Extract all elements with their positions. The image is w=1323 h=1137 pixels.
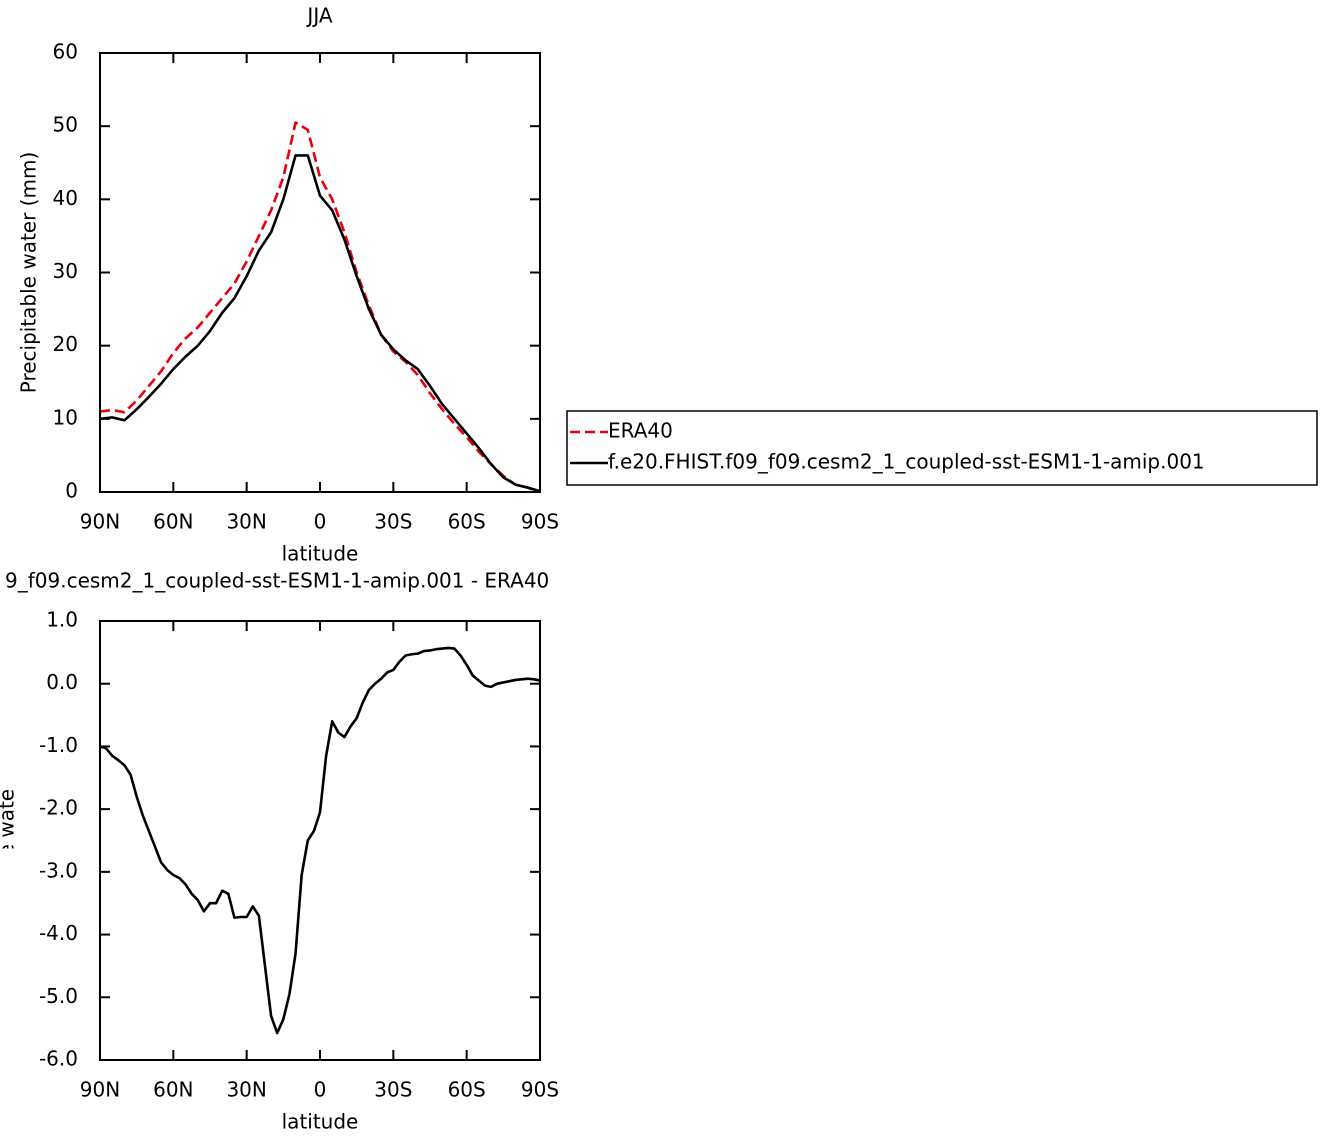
y-tick-label: 0 — [65, 479, 78, 503]
x-tick-label: 90N — [80, 510, 120, 534]
x-tick-label: 60N — [153, 1078, 193, 1102]
y-tick-label: -5.0 — [39, 984, 78, 1008]
y-tick-label: 60 — [53, 40, 78, 64]
chart-title: JJA — [305, 4, 332, 28]
x-tick-label: 90S — [521, 1078, 559, 1102]
plot-frame — [99, 52, 541, 493]
legend-label: ERA40 — [608, 419, 673, 443]
y-tick-label: -2.0 — [39, 796, 78, 820]
x-tick-label: 30S — [374, 1078, 412, 1102]
y-tick-label: 30 — [53, 259, 78, 283]
x-tick-label: 0 — [314, 510, 327, 534]
y-axis-label: Precipitable water (mm) — [0, 720, 19, 962]
x-tick-label: 90S — [521, 510, 559, 534]
legend-box — [566, 410, 1318, 486]
x-tick-label: 30S — [374, 510, 412, 534]
y-tick-label: -3.0 — [39, 858, 78, 882]
legend-label: f.e20.FHIST.f09_f09.cesm2_1_coupled-sst-… — [608, 450, 1205, 474]
y-tick-label: -1.0 — [39, 733, 78, 757]
data-line — [99, 121, 541, 494]
x-tick-label: 30N — [226, 1078, 266, 1102]
plot-frame — [99, 620, 541, 1061]
x-axis-label: latitude — [282, 542, 359, 566]
y-tick-label: 1.0 — [46, 608, 78, 632]
data-line — [99, 154, 541, 493]
x-tick-label: 60S — [448, 1078, 486, 1102]
chart-title: 9_f09.cesm2_1_coupled-sst-ESM1-1-amip.00… — [5, 569, 549, 593]
x-tick-label: 30N — [226, 510, 266, 534]
x-tick-label: 0 — [314, 1078, 327, 1102]
y-tick-label: 50 — [53, 113, 78, 137]
y-tick-label: 10 — [53, 405, 78, 429]
x-axis-label: latitude — [282, 1110, 359, 1134]
data-line — [99, 646, 541, 1035]
y-tick-label: 40 — [53, 186, 78, 210]
y-tick-label: 0.0 — [46, 670, 78, 694]
x-tick-label: 90N — [80, 1078, 120, 1102]
x-tick-label: 60N — [153, 510, 193, 534]
y-axis-label: Precipitable water (mm) — [17, 152, 41, 394]
y-tick-label: 20 — [53, 332, 78, 356]
y-tick-label: -4.0 — [39, 921, 78, 945]
y-tick-label: -6.0 — [39, 1047, 78, 1071]
x-tick-label: 60S — [448, 510, 486, 534]
